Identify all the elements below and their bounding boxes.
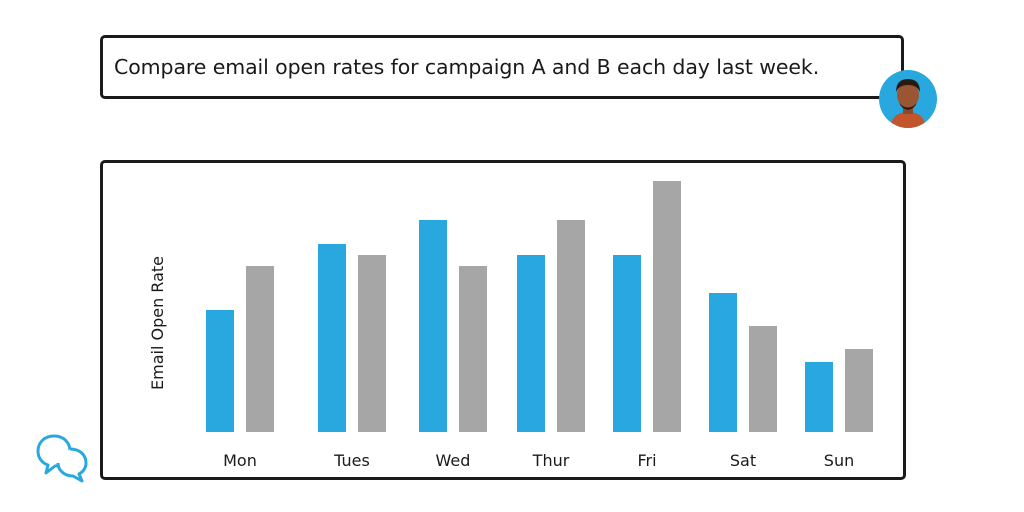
bar-b-mon [246,266,274,432]
bar-b-sat [749,326,777,432]
bar-a-sun [805,362,833,432]
bar-b-tues [358,255,386,432]
x-tick-label: Mon [223,451,257,470]
bar-a-tues [318,244,346,432]
bar-b-wed [459,266,487,432]
bar-b-fri [653,181,681,432]
query-box: Compare email open rates for campaign A … [100,35,904,99]
x-tick-label: Sun [824,451,854,470]
bar-b-sun [845,349,873,432]
query-text: Compare email open rates for campaign A … [114,55,820,79]
bar-a-fri [613,255,641,432]
bar-chart: Email Open Rate Mon Tues Wed Thur Fri Sat Sun [148,181,873,470]
x-tick-label: Thur [532,451,570,470]
chart-panel: Email Open Rate Mon Tues Wed Thur Fri Sat Sun [100,160,906,480]
bar-a-thur [517,255,545,432]
x-tick-label: Fri [637,451,656,470]
bar-b-thur [557,220,585,432]
x-tick-label: Sat [730,451,756,470]
bar-a-sat [709,293,737,432]
x-tick-label: Wed [436,451,471,470]
bar-a-wed [419,220,447,432]
x-tick-label: Tues [333,451,370,470]
y-axis-label: Email Open Rate [148,256,167,390]
user-avatar-icon [879,70,937,128]
bar-a-mon [206,310,234,432]
chat-bubbles-icon [36,434,88,483]
